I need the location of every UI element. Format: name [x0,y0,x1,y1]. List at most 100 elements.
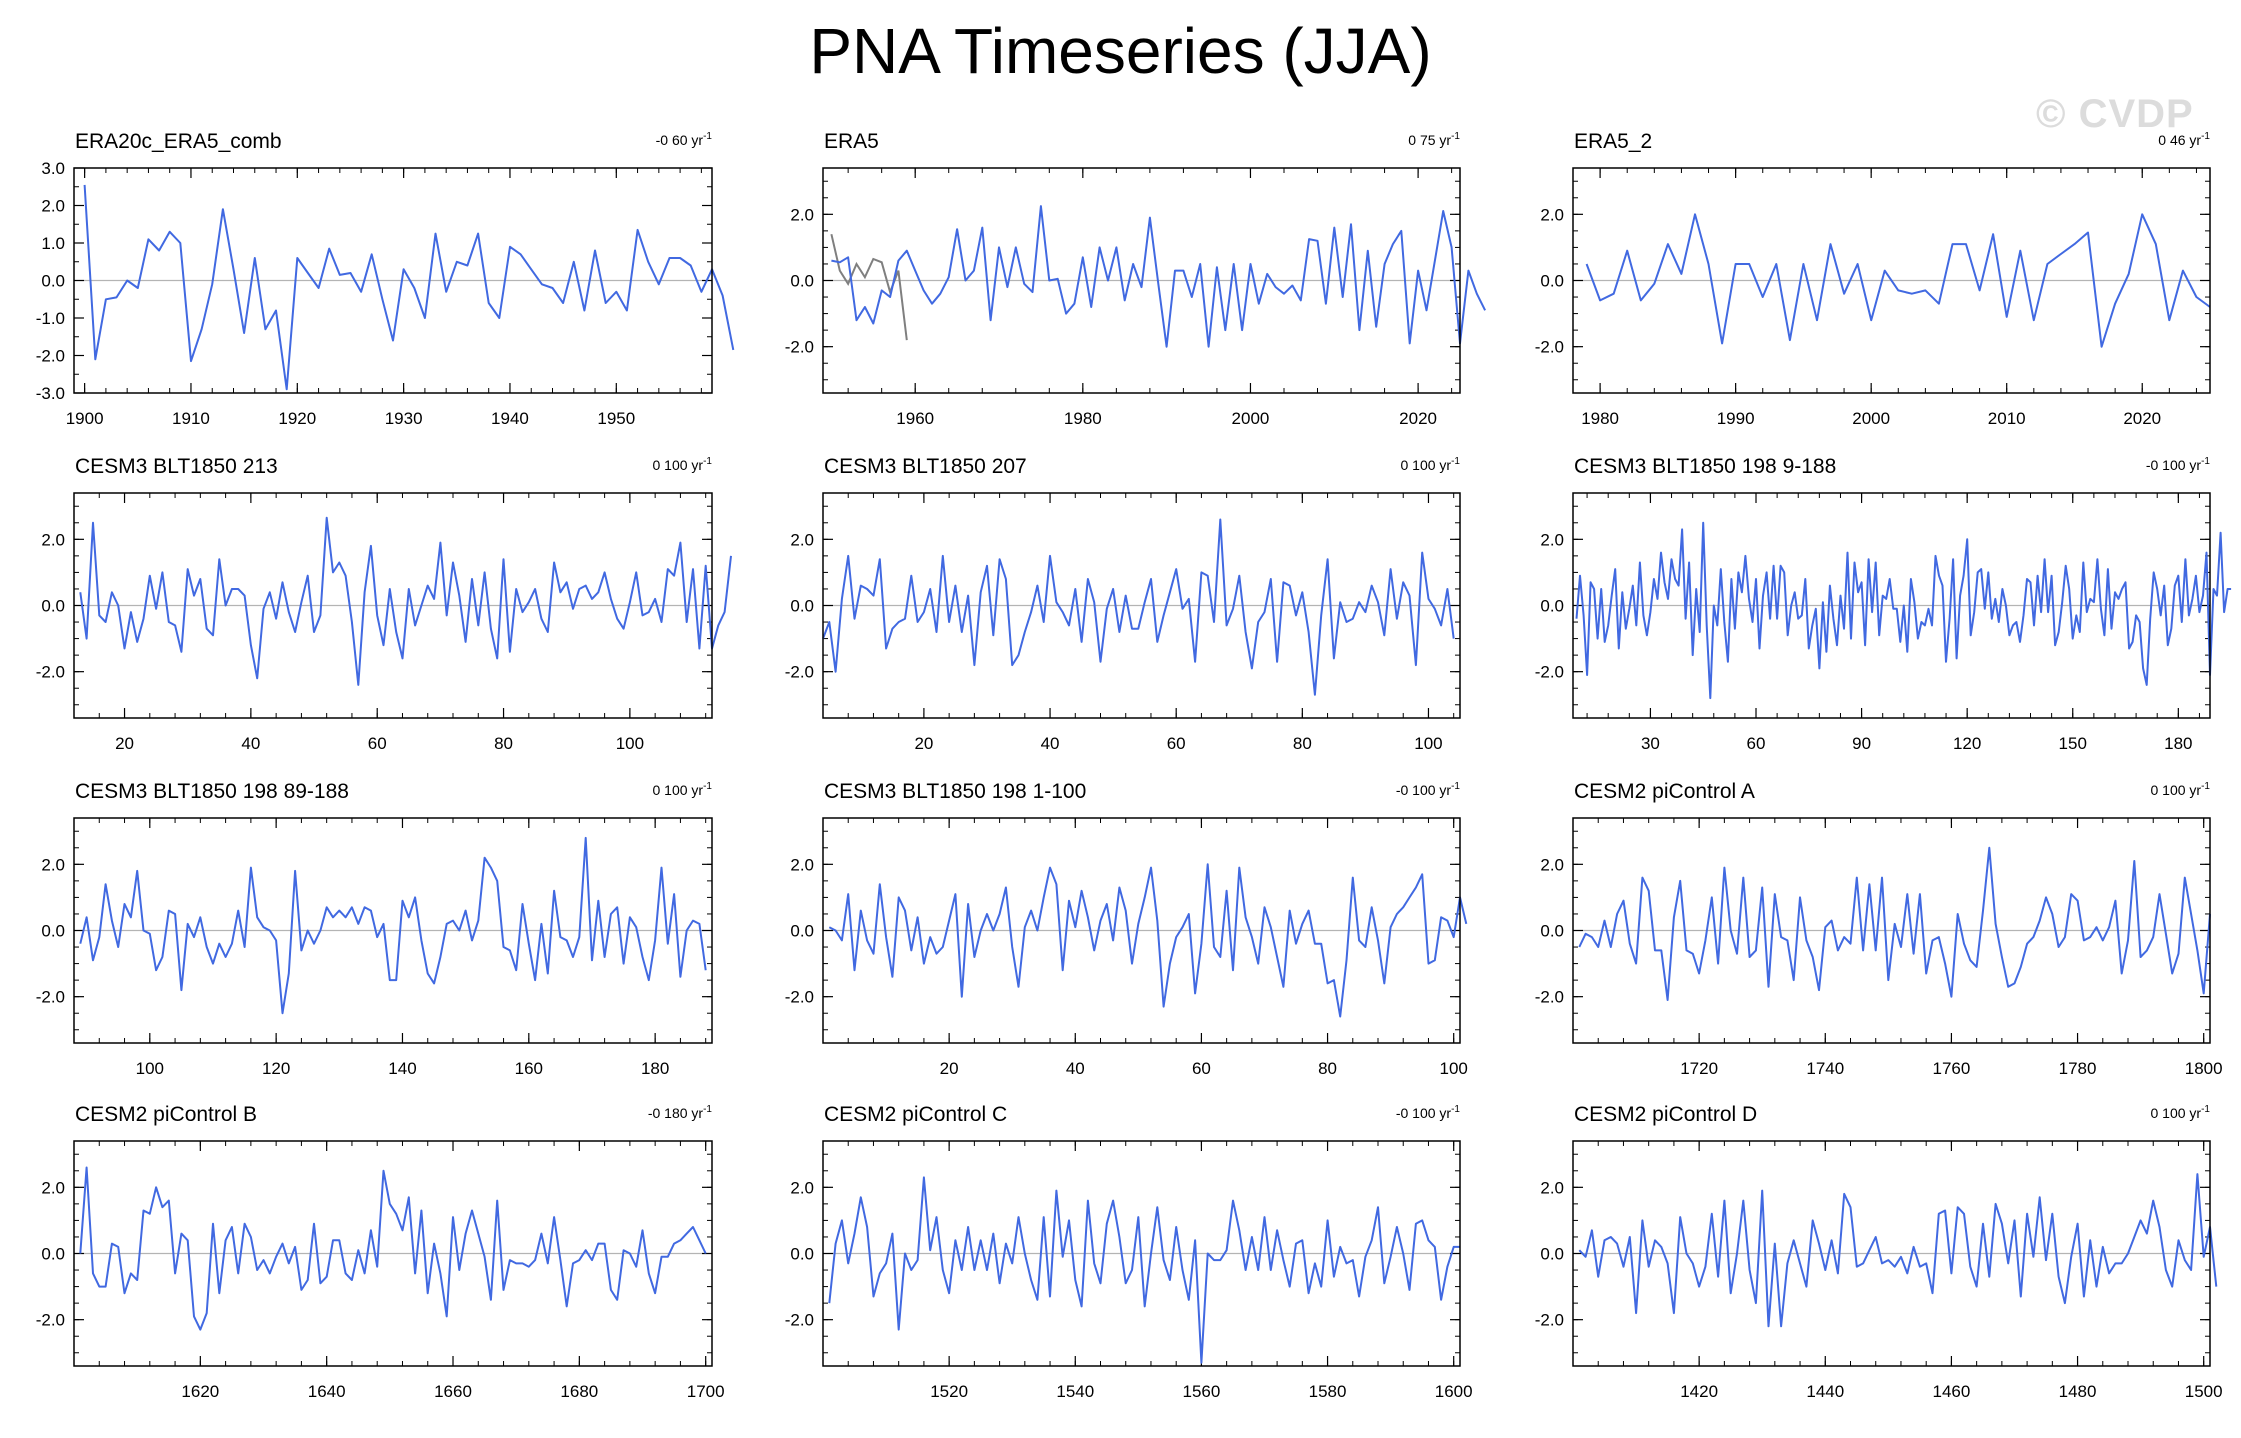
trend-value: 0 100 yr [2151,782,2202,798]
y-tick-label: -2.0 [36,347,65,366]
chart-panel: ERA20c_ERA5_comb -0 60 yr-1 3.0 2.0 1.0 0.0 -1… [36,130,735,428]
x-tick-label: 100 [136,1059,164,1078]
y-tick-label: 2.0 [1540,855,1564,874]
x-tick-label: 1980 [1064,409,1102,428]
y-tick-label: 0.0 [41,597,65,616]
x-tick-label: 160 [515,1059,543,1078]
plot-frame [73,167,713,394]
y-tick-label: 2.0 [41,855,65,874]
series-line [828,1176,1460,1364]
series-line [79,836,707,1015]
x-tick-label: 1440 [1806,1382,1844,1401]
chart-panel: CESM2 piControl C -0 100 yr-1 2.0 0.0 -2.0 15… [785,1103,1473,1401]
y-tick-label: -2.0 [785,338,814,357]
x-tick-label: 40 [241,734,260,753]
y-tick-label: -1.0 [36,309,65,328]
y-tick-label: -2.0 [1535,1311,1564,1330]
plot-frame [822,492,1461,719]
series-line [1578,1173,2218,1328]
chart-panel: CESM3 BLT1850 198 1-100 -0 100 yr-1 2.0 0.0… [785,780,1468,1078]
chart-panel: CESM3 BLT1850 198 89-188 0 100 yr-1 2.0 0.0… [36,780,713,1078]
series-line [822,518,1455,696]
x-tick-label: 20 [940,1059,959,1078]
y-tick-label: 0.0 [1540,597,1564,616]
y-tick-label: -2.0 [36,988,65,1007]
x-tick-label: 1640 [308,1382,346,1401]
trend-value: -0 100 yr [1396,1105,1452,1121]
chart-panel: ERA5 0 75 yr-1 2.0 0.0 -2.0 1960 1980 2000 2020 [785,130,1486,428]
plot-frame [1572,492,2211,719]
chart-title: CESM2 piControl B [75,1103,257,1126]
x-tick-label: 1990 [1717,409,1755,428]
x-tick-label: 80 [1318,1059,1337,1078]
trend-label: 0 100 yr-1 [2151,1104,2211,1121]
trend-label: 0 100 yr-1 [2151,781,2211,798]
x-tick-label: 100 [616,734,644,753]
y-tick-label: 0.0 [1540,1245,1564,1264]
x-tick-label: 30 [1641,734,1660,753]
x-tick-label: 80 [494,734,513,753]
trend-value: -0 100 yr [2146,457,2202,473]
chart-panel: CESM2 piControl D 0 100 yr-1 2.0 0.0 -2.0 142… [1535,1103,2223,1401]
series-line [828,863,1468,1018]
secondary-series-line [830,233,908,341]
x-tick-label: 150 [2059,734,2087,753]
trend-label: -0 100 yr-1 [1396,781,1461,798]
y-tick-label: 0.0 [41,922,65,941]
y-tick-label: -2.0 [36,663,65,682]
x-tick-label: 1500 [2185,1382,2223,1401]
x-tick-label: 120 [262,1059,290,1078]
plot-frame [1572,167,2211,394]
y-tick-label: 2.0 [1540,205,1564,224]
trend-value: 0 46 yr [2158,132,2201,148]
chart-panel: CESM2 piControl B -0 180 yr-1 2.0 0.0 -2.0 16… [36,1103,725,1401]
x-tick-label: 90 [1852,734,1871,753]
x-tick-label: 1800 [2185,1059,2223,1078]
y-tick-label: 0.0 [790,272,814,291]
series-line [831,205,1486,348]
x-tick-label: 60 [1192,1059,1211,1078]
trend-exponent: -1 [703,131,712,142]
x-tick-label: 40 [1066,1059,1085,1078]
trend-value: -0 180 yr [648,1105,704,1121]
y-tick-label: 2.0 [1540,1178,1564,1197]
y-tick-label: 3.0 [41,159,65,178]
x-tick-label: 1740 [1806,1059,1844,1078]
series-line [1575,521,2232,700]
trend-value: -0 100 yr [1396,782,1452,798]
y-tick-label: 0.0 [790,597,814,616]
chart-title: ERA5 [824,130,879,153]
x-tick-label: 180 [2164,734,2192,753]
y-tick-label: 0.0 [790,922,814,941]
y-tick-label: 0.0 [790,1245,814,1264]
chart-title: CESM3 BLT1850 213 [75,455,278,478]
chart-panel: CESM3 BLT1850 213 0 100 yr-1 2.0 0.0 -2.0 20 4… [36,455,732,753]
x-tick-label: 20 [115,734,134,753]
x-tick-label: 1700 [687,1382,725,1401]
y-tick-label: -3.0 [36,384,65,403]
x-tick-label: 1480 [2059,1382,2097,1401]
trend-value: 0 75 yr [1408,132,1451,148]
plot-frame [1572,817,2211,1044]
y-tick-label: 2.0 [790,530,814,549]
chart-title: CESM3 BLT1850 198 9-188 [1574,455,1836,478]
chart-title: CESM2 piControl D [1574,1103,1757,1126]
trend-label: -0 100 yr-1 [2146,456,2211,473]
plot-frame [1572,1140,2211,1367]
x-tick-label: 40 [1041,734,1060,753]
x-tick-label: 1620 [181,1382,219,1401]
x-tick-label: 1930 [385,409,423,428]
trend-exponent: -1 [2201,1104,2210,1115]
x-tick-label: 1760 [1933,1059,1971,1078]
x-tick-label: 20 [914,734,933,753]
chart-panel: CESM2 piControl A 0 100 yr-1 2.0 0.0 -2.0 172… [1535,780,2223,1078]
trend-label: 0 100 yr-1 [653,456,713,473]
trend-value: 0 100 yr [2151,1105,2202,1121]
plot-frame [822,817,1461,1044]
series-line [79,1166,707,1331]
plot-frame [822,167,1461,394]
trend-label: -0 60 yr-1 [656,131,713,148]
y-tick-label: -2.0 [785,1311,814,1330]
x-tick-label: 100 [1440,1059,1468,1078]
